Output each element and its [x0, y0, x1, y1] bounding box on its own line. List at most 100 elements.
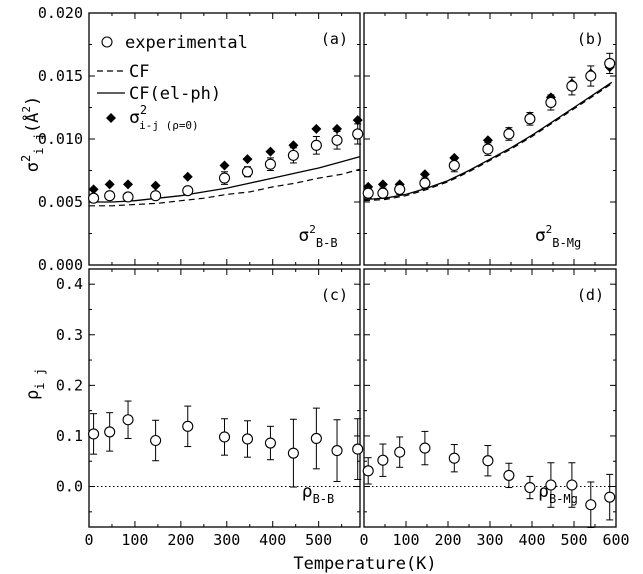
annotation-sub: B-B [313, 492, 335, 506]
x-axis-label: Temperature(K) [293, 554, 436, 574]
legend-diamond-sup: 2 [140, 103, 147, 117]
experimental-point [545, 96, 557, 109]
x-tick-label: 200 [434, 531, 461, 549]
annotation-b: σ2B-Mg [535, 223, 581, 250]
experimental-point [287, 447, 299, 459]
legend-experimental-marker [101, 36, 113, 48]
panel-frame [363, 268, 617, 528]
experimental-point [241, 433, 254, 445]
experimental-point [503, 469, 515, 481]
y-tick-label: 0.005 [38, 193, 83, 211]
panel-d: 0 100 200 300 400 500 600 (d) ρB-Mg [359, 268, 630, 549]
legend-experimental-label: experimental [125, 33, 248, 53]
experimental-point [104, 426, 116, 438]
x-tick-label: 0 [359, 531, 368, 549]
diamond-point [377, 179, 388, 190]
cf-elph-line [89, 155, 361, 203]
diamond-point [311, 123, 322, 134]
legend-cf-label: CF [129, 62, 149, 82]
panel-label: (d) [577, 286, 604, 304]
experimental-point [150, 434, 162, 447]
cf-line [89, 168, 361, 207]
experimental-point [241, 166, 254, 178]
experimental-point [218, 172, 231, 184]
x-tick-label: 0 [84, 531, 93, 549]
y-tick-label: 0.4 [56, 275, 83, 293]
diamond-point [242, 154, 253, 165]
panel-label: (a) [321, 30, 348, 48]
diamond-point [123, 179, 134, 190]
diamond-point [419, 169, 430, 180]
experimental-point [182, 185, 194, 197]
experimental-point [362, 465, 374, 477]
diamond-point [104, 179, 115, 190]
experimental-point [377, 454, 389, 466]
panel-b: (b) σ2B-Mg [362, 12, 617, 266]
y-tick-label: 0.015 [38, 67, 83, 85]
x-tick-label: 100 [392, 531, 419, 549]
y-label-top-unit-sup: 2 [20, 106, 33, 113]
y-tick-label: 0.020 [38, 4, 83, 22]
y-label-bottom-base: ρ [23, 390, 43, 400]
experimental-point [310, 432, 322, 445]
experimental-point [264, 158, 276, 170]
x-tick-label: 500 [305, 531, 332, 549]
y-tick-label: 0.0 [56, 478, 83, 496]
experimental-point [122, 414, 134, 426]
experimental-point [566, 80, 578, 92]
x-tick-label: 300 [213, 531, 240, 549]
experimental-point [88, 192, 100, 204]
diamond-point [265, 146, 276, 157]
experimental-point [604, 491, 616, 503]
y-label-top-sub: i j [32, 133, 46, 155]
experimental-point [482, 143, 494, 155]
x-tick-label: 300 [476, 531, 503, 549]
y-axis-label-bottom: ρi j [23, 368, 47, 400]
experimental-point [218, 431, 231, 443]
panels: 0.0000.0050.0100.0150.020(a)σ2B-Bexperim… [38, 4, 630, 549]
y-label-top-base: σ [23, 162, 43, 172]
annotation-sub: B-Mg [549, 492, 578, 506]
x-tick-label: 100 [121, 531, 148, 549]
experimental-point [352, 128, 364, 140]
panel-frame [88, 268, 361, 528]
experimental-point [503, 128, 515, 140]
legend-diamond-base: σ [129, 107, 140, 128]
x-tick-label: 200 [167, 531, 194, 549]
diamond-point [449, 152, 460, 163]
diamond-point [352, 115, 363, 126]
annotation-base: ρ [538, 481, 549, 502]
annotation-base: σ [535, 225, 546, 246]
panel-label: (c) [321, 286, 348, 304]
x-tick-label: 500 [560, 531, 587, 549]
svg-text:σ2i j(Å2): σ2i j(Å2) [19, 96, 46, 173]
x-tick-label: 400 [259, 531, 286, 549]
experimental-point [448, 159, 460, 172]
y-label-top-unit: (Å [21, 113, 43, 133]
experimental-point [331, 445, 343, 457]
experimental-point [122, 191, 134, 203]
legend-diamond-sub: i-j (ρ=0) [139, 119, 199, 132]
experimental-point [419, 177, 431, 189]
annotation-sup: 2 [546, 223, 553, 236]
experimental-point [585, 70, 597, 82]
panel-c: 0.0 0.1 0.2 0.3 0.4 0 100 200 300 400 500 (c) ρB-B [56, 268, 364, 549]
y-tick-label: 0.000 [38, 256, 83, 274]
experimental-point [331, 134, 343, 146]
y-label-bottom-sub: i j [33, 368, 47, 390]
x-tick-label: 600 [602, 531, 629, 549]
cf-line [363, 83, 613, 202]
experimental-point [585, 499, 597, 511]
experimental-point [524, 113, 536, 125]
experimental-point [104, 190, 116, 202]
annotation-d: ρB-Mg [538, 481, 578, 506]
experimental-point [182, 420, 194, 432]
experimental-point [264, 437, 276, 449]
annotation-a: σ2B-B [298, 223, 337, 250]
panel-a: 0.0000.0050.0100.0150.020(a)σ2B-Bexperim… [38, 4, 364, 274]
y-label-top-close: ) [23, 96, 43, 106]
experimental-point [394, 446, 406, 458]
annotation-base: σ [298, 225, 309, 246]
annotation-sub: B-B [316, 236, 338, 250]
